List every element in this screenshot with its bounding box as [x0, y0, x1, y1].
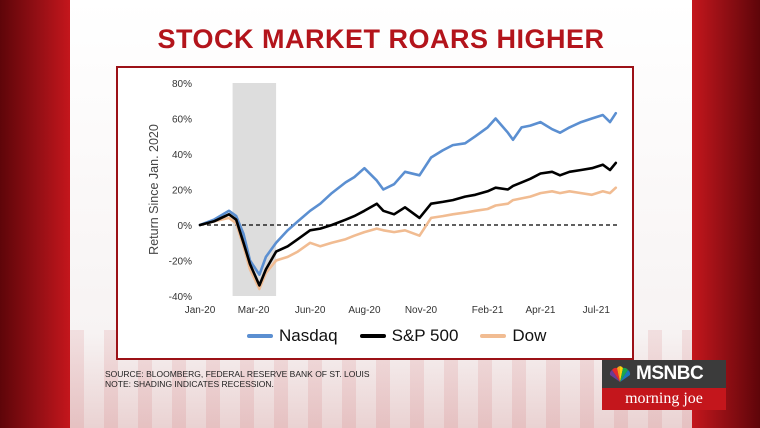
y-tick-label: 0%: [178, 221, 193, 232]
series-line-sp500: [198, 161, 618, 287]
page-title: STOCK MARKET ROARS HIGHER: [157, 24, 605, 54]
peacock-icon: [609, 366, 631, 382]
legend-label-sp500: S&P 500: [391, 326, 459, 345]
x-tick-label: Aug-20: [348, 305, 381, 316]
msnbc-wordmark: MSNBC: [636, 363, 704, 384]
legend-swatch-nasdaq: [247, 334, 273, 338]
x-tick-label: Jan-20: [185, 305, 216, 316]
legend-swatch-dow: [480, 334, 507, 338]
y-tick-label: -40%: [169, 292, 192, 303]
chart-frame: [116, 66, 634, 360]
x-tick-label: Jul-21: [583, 305, 611, 316]
series-line-nasdaq: [198, 111, 618, 277]
y-tick-label: 20%: [172, 186, 192, 197]
legend-item-nasdaq: Nasdaq: [247, 326, 338, 346]
msnbc-logo-bar: MSNBC: [602, 360, 726, 388]
show-name: morning joe: [602, 388, 726, 410]
x-tick-label: Mar-20: [238, 305, 270, 316]
note-line: NOTE: SHADING INDICATES RECESSION.: [105, 379, 274, 389]
y-tick-label: 40%: [172, 150, 192, 161]
y-tick-label: 60%: [172, 115, 192, 126]
legend-label-dow: Dow: [512, 326, 547, 345]
x-tick-label: Nov-20: [405, 305, 438, 316]
legend-item-dow: Dow: [480, 326, 546, 346]
series-line-dow: [198, 186, 618, 291]
x-tick-label: Apr-21: [525, 305, 555, 316]
x-tick-label: Jun-20: [295, 305, 326, 316]
source-note: SOURCE: BLOOMBERG, FEDERAL RESERVE BANK …: [105, 369, 370, 389]
x-tick-label: Feb-21: [472, 305, 504, 316]
y-tick-label: 80%: [172, 79, 192, 90]
legend-swatch-sp500: [359, 334, 386, 338]
y-tick-label: -20%: [169, 257, 192, 268]
y-axis-label: Return Since Jan. 2020: [147, 124, 161, 255]
source-line: SOURCE: BLOOMBERG, FEDERAL RESERVE BANK …: [105, 369, 370, 379]
chart-legend: Nasdaq S&P 500 Dow: [247, 326, 546, 346]
legend-item-sp500: S&P 500: [359, 326, 459, 346]
msnbc-bug: MSNBC morning joe: [602, 360, 726, 410]
left-side-band: [0, 0, 70, 428]
right-side-band: [692, 0, 760, 428]
legend-label-nasdaq: Nasdaq: [279, 326, 338, 345]
recession-shading: [232, 83, 277, 296]
